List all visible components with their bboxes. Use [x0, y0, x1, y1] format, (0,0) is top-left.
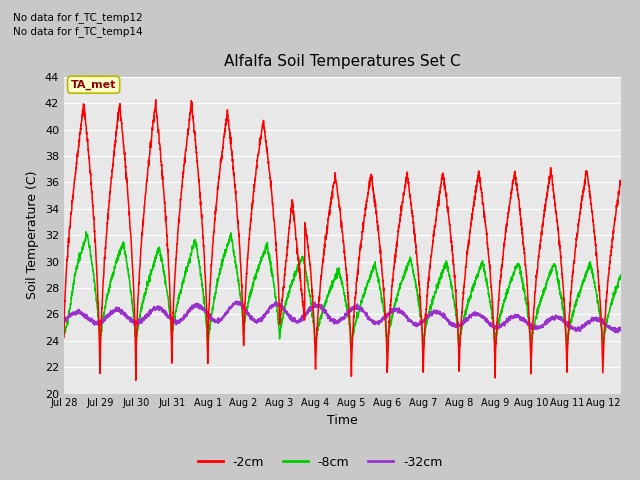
Text: No data for f_TC_temp14: No data for f_TC_temp14	[13, 26, 143, 37]
Legend: -2cm, -8cm, -32cm: -2cm, -8cm, -32cm	[193, 451, 447, 474]
Title: Alfalfa Soil Temperatures Set C: Alfalfa Soil Temperatures Set C	[224, 54, 461, 69]
Text: TA_met: TA_met	[71, 80, 116, 90]
Y-axis label: Soil Temperature (C): Soil Temperature (C)	[26, 171, 39, 300]
Text: No data for f_TC_temp12: No data for f_TC_temp12	[13, 12, 143, 23]
X-axis label: Time: Time	[327, 414, 358, 427]
